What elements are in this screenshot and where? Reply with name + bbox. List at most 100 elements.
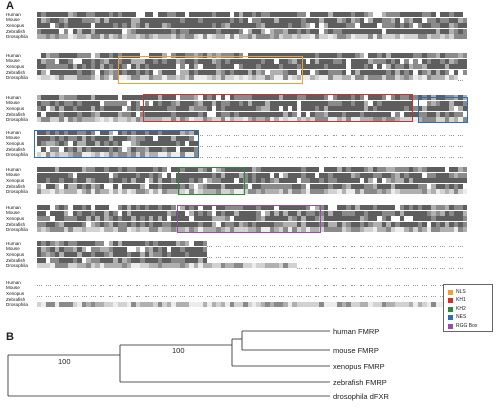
residue-cell bbox=[341, 17, 347, 23]
residue-cell bbox=[220, 141, 226, 147]
residue-cell bbox=[431, 152, 436, 159]
residue-cell bbox=[117, 135, 123, 141]
residue-cell bbox=[216, 227, 221, 233]
residue-cell bbox=[359, 152, 365, 159]
residue-cell bbox=[86, 34, 92, 40]
residue-cell bbox=[153, 152, 159, 158]
residue-cell bbox=[278, 210, 284, 216]
residue-cell bbox=[355, 111, 360, 117]
residue-cell bbox=[140, 205, 145, 210]
residue-cell bbox=[296, 146, 302, 153]
residue-cell bbox=[126, 69, 132, 75]
residue-cell bbox=[462, 246, 468, 252]
residue-cell bbox=[243, 189, 248, 195]
residue-cell bbox=[184, 100, 190, 106]
residue-cell bbox=[444, 69, 450, 75]
residue-cell bbox=[377, 111, 383, 117]
residue-cell bbox=[148, 210, 154, 216]
residue-cell bbox=[296, 117, 302, 123]
residue-cell bbox=[166, 95, 172, 100]
residue-cell bbox=[157, 183, 163, 189]
residue-cell bbox=[41, 189, 47, 195]
alignment-row bbox=[37, 12, 468, 17]
species-label: Mouse bbox=[6, 135, 20, 141]
residue-cell bbox=[323, 12, 329, 17]
residue-cell bbox=[359, 135, 365, 142]
residue-cell bbox=[234, 152, 239, 159]
residue-cell bbox=[216, 75, 221, 81]
residue-cell bbox=[363, 189, 369, 195]
residue-cell bbox=[247, 75, 253, 81]
residue-cell bbox=[104, 183, 109, 189]
residue-cell bbox=[72, 58, 78, 64]
residue-cell bbox=[372, 189, 378, 195]
residue-cell bbox=[355, 141, 360, 147]
residue-cell bbox=[45, 28, 51, 34]
residue-cell bbox=[381, 152, 387, 158]
residue-cell bbox=[207, 172, 212, 178]
residue-cell bbox=[162, 227, 168, 233]
residue-cell bbox=[104, 34, 109, 40]
residue-cell bbox=[166, 23, 172, 29]
residue-cell bbox=[252, 95, 257, 100]
residue-cell bbox=[440, 64, 445, 70]
residue-cell bbox=[189, 69, 195, 75]
residue-cell bbox=[225, 64, 230, 70]
taxon-label-xenopus: xenopus FMRP bbox=[333, 362, 385, 371]
residue-cell bbox=[278, 64, 284, 70]
residue-cell bbox=[59, 100, 65, 106]
residue-cell bbox=[117, 210, 123, 216]
residue-cell bbox=[462, 172, 468, 178]
residue-cell bbox=[162, 152, 168, 158]
residue-cell bbox=[252, 75, 257, 81]
residue-cell bbox=[243, 95, 248, 100]
residue-cell bbox=[180, 53, 186, 58]
residue-cell bbox=[332, 130, 338, 136]
residue-cell bbox=[453, 23, 459, 29]
residue-cell bbox=[153, 106, 159, 112]
residue-cell bbox=[283, 95, 289, 100]
residue-cell bbox=[202, 100, 208, 106]
residue-cell bbox=[292, 178, 298, 184]
residue-cell bbox=[63, 12, 69, 17]
residue-cell bbox=[225, 167, 230, 172]
residue-cell bbox=[63, 189, 69, 195]
residue-cell bbox=[359, 210, 365, 216]
residue-cell bbox=[90, 210, 96, 216]
residue-cell bbox=[440, 111, 445, 117]
residue-cell bbox=[252, 130, 257, 136]
residue-cell bbox=[440, 216, 445, 222]
residue-cell bbox=[202, 34, 208, 40]
residue-cell bbox=[426, 75, 432, 81]
residue-cell bbox=[131, 130, 136, 135]
residue-cell bbox=[417, 167, 423, 172]
residue-cell bbox=[207, 34, 212, 40]
residue-cell bbox=[189, 53, 195, 58]
residue-cell bbox=[95, 216, 100, 222]
residue-cell bbox=[247, 106, 253, 112]
residue-cell bbox=[157, 146, 163, 152]
residue-cell bbox=[86, 227, 92, 233]
residue-cell bbox=[453, 64, 459, 70]
residue-cell bbox=[99, 146, 105, 152]
residue-cell bbox=[108, 210, 114, 216]
residue-cell bbox=[274, 167, 280, 172]
residue-cell bbox=[220, 58, 226, 64]
residue-cell bbox=[390, 221, 396, 227]
residue-cell bbox=[234, 69, 239, 75]
residue-cell bbox=[278, 189, 284, 195]
residue-cell bbox=[458, 130, 463, 136]
residue-cell bbox=[162, 216, 168, 222]
residue-cell bbox=[247, 130, 253, 135]
residue-cell bbox=[328, 17, 333, 23]
residue-cell bbox=[81, 95, 87, 100]
residue-cell bbox=[144, 130, 150, 135]
residue-cell bbox=[202, 12, 208, 17]
residue-cell bbox=[45, 69, 51, 75]
residue-cell bbox=[175, 100, 181, 106]
residue-cell bbox=[193, 23, 199, 29]
residue-cell bbox=[207, 227, 212, 233]
residue-cell bbox=[225, 172, 230, 178]
residue-cell bbox=[238, 210, 244, 216]
residue-cell bbox=[220, 172, 226, 178]
